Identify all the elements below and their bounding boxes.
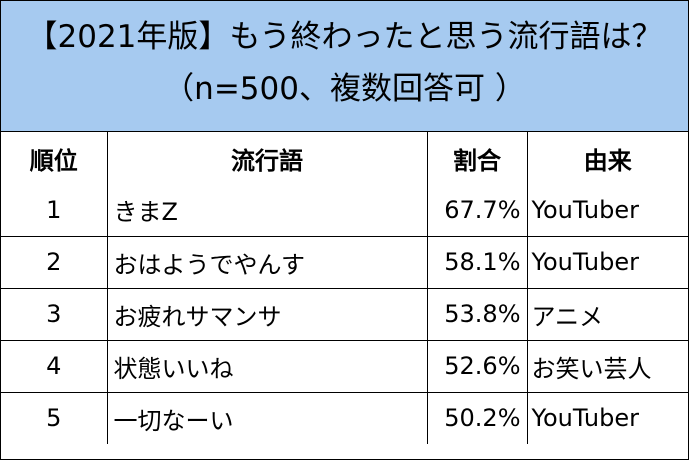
table-cell: 50.2% [426, 391, 528, 444]
table-cell: 3 [1, 287, 108, 341]
table-cell: 5 [1, 391, 108, 444]
table-cell: YouTuber [526, 235, 688, 289]
table-cell: 1 [1, 184, 108, 237]
table-cell: 4 [1, 339, 108, 393]
table-cell: 58.1% [426, 235, 528, 289]
table-cell: 一切なーい [106, 391, 428, 444]
title: 【2021年版】もう終わったと思う流行語は？ [26, 19, 663, 55]
table-cell: YouTuber [526, 184, 688, 237]
table-cell: アニメ [526, 287, 688, 341]
table-cell: 状態いいね [106, 339, 428, 393]
column-header: 順位 [1, 132, 108, 184]
table-cell: 2 [1, 235, 108, 289]
header-row: 順位 流行語 割合 由来 [1, 132, 688, 184]
table-cell: お疲れサマンサ [106, 287, 428, 341]
table-cell: お笑い芸人 [526, 339, 688, 393]
table-row: 4 状態いいね 52.6% お笑い芸人 [1, 339, 688, 393]
table-cell: 67.7% [426, 184, 528, 237]
column-header: 由来 [526, 132, 688, 184]
table-cell: YouTuber [526, 391, 688, 444]
table-row: 3 お疲れサマンサ 53.8% アニメ [1, 287, 688, 341]
table-row: 1 きまZ 67.7% YouTuber [1, 184, 688, 237]
table-cell: 53.8% [426, 287, 528, 341]
subtitle: （n=500、複数回答可 ） [163, 71, 526, 107]
table-row: 2 おはようでやんす 58.1% YouTuber [1, 235, 688, 289]
column-header: 割合 [426, 132, 528, 184]
title-area: 【2021年版】もう終わったと思う流行語は？ （n=500、複数回答可 ） [1, 1, 688, 132]
table-cell: 52.6% [426, 339, 528, 393]
table-cell: おはようでやんす [106, 235, 428, 289]
ranking-table: 順位 流行語 割合 由来 1 きまZ 67.7% YouTuber 2 おはようでやんす 58.1… [1, 132, 688, 444]
table-row: 5 一切なーい 50.2% YouTuber [1, 391, 688, 444]
table-cell: きまZ [106, 184, 428, 237]
column-header: 流行語 [106, 132, 428, 184]
table-body: 1 きまZ 67.7% YouTuber 2 おはようでやんす 58.1% YouTuber 3… [1, 184, 688, 444]
